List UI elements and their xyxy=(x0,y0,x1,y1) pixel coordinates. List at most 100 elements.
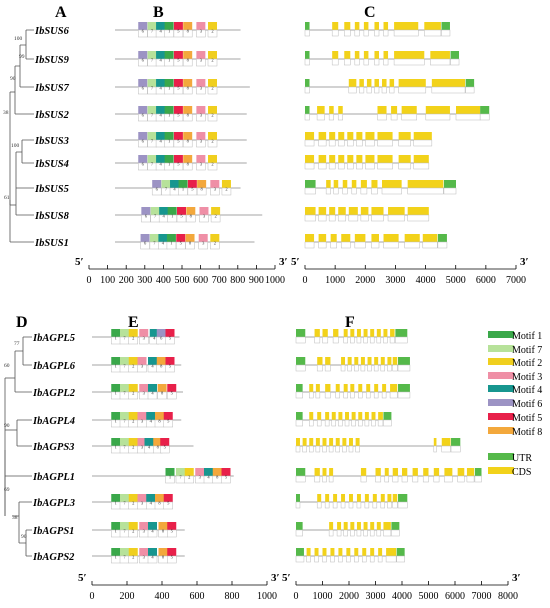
agp-motif-number: 1 xyxy=(169,475,171,480)
sus-motif-1 xyxy=(164,132,174,140)
agp-cds-exon-shadow xyxy=(383,336,388,344)
agp-cds-exon xyxy=(350,384,355,392)
sus-cds-exon xyxy=(365,132,375,140)
agp-cds-exon-shadow xyxy=(358,391,363,399)
panel-letter-e: E xyxy=(128,314,139,331)
agp-motif-number: 2 xyxy=(132,501,134,506)
sus-motif-number: 4 xyxy=(159,86,162,91)
agp-motif-number: 5 xyxy=(164,445,167,450)
agp-cds-exon-shadow xyxy=(295,445,301,453)
sus-motif-2 xyxy=(208,132,217,140)
legend-label: Motif 8 xyxy=(512,427,542,438)
agp-motif-1 xyxy=(111,522,121,530)
agp-cds-exon-shadow xyxy=(363,529,368,537)
agp-motif-number: 8 xyxy=(157,445,160,450)
sus-motif-8 xyxy=(183,132,193,140)
sus-cds-exon-shadow xyxy=(316,113,325,121)
sus-cds-exon-shadow xyxy=(401,113,417,121)
sus-motif-4 xyxy=(156,106,166,114)
sus-cds-exon-shadow xyxy=(377,162,393,170)
agp-cds-exon xyxy=(346,548,351,556)
sus-cds-exon-shadow xyxy=(371,241,380,249)
sus-motif-shadow xyxy=(196,139,206,148)
sus-motif-7 xyxy=(161,180,171,188)
agp-cds-exon xyxy=(314,548,319,556)
agp-motif-number: 7 xyxy=(123,419,126,424)
sus-motif-1 xyxy=(178,180,188,188)
agp-cds-exon-shadow xyxy=(328,445,334,453)
agp-cds-exon-shadow xyxy=(348,501,354,509)
agp-cds-exon xyxy=(358,412,363,420)
sus-tree-branch xyxy=(9,200,34,243)
agp-cds-exon xyxy=(433,468,440,476)
sus-motif-4 xyxy=(170,180,180,188)
agp-cds-exon-shadow xyxy=(314,336,321,344)
agp-cds-exon-shadow xyxy=(369,529,375,537)
agp-cds-exon-shadow xyxy=(377,555,383,563)
agp-motif-3 xyxy=(137,357,147,365)
agp-cds-exon-shadow xyxy=(392,364,398,372)
sus-cds-exon-shadow xyxy=(430,58,451,66)
sus-motif-shadow xyxy=(141,214,151,223)
sus-cds-exon-shadow xyxy=(393,58,425,66)
sus-motif-number: 2 xyxy=(211,29,213,34)
sus-gene-name: IbSUS8 xyxy=(34,211,70,222)
sus-cds-exon xyxy=(413,155,429,163)
sus-motif-1 xyxy=(164,79,174,87)
sus-cds-exon-shadow xyxy=(325,187,331,195)
agp-utr5-shadow xyxy=(295,501,301,509)
agp-cds-exon-shadow xyxy=(444,475,453,483)
agp-cds-exon-shadow xyxy=(322,555,327,563)
sus-cds-exon xyxy=(329,155,336,163)
panel-letter-a: A xyxy=(55,4,67,21)
agp-motif-4 xyxy=(149,329,159,337)
agp-motif-2 xyxy=(128,522,138,530)
agp-cds-exon xyxy=(466,468,475,476)
agp-motif-7 xyxy=(120,412,129,420)
agp-motif-number: 4 xyxy=(150,419,153,424)
sus-cds-exon-shadow xyxy=(318,162,327,170)
sus-motif-number: 6 xyxy=(144,241,147,246)
agp-motif-7 xyxy=(120,548,129,556)
sus-cds-exon-shadow xyxy=(304,214,316,222)
sus-motif-7 xyxy=(149,234,159,242)
sus-motif-number: 3 xyxy=(200,139,203,144)
sus-gene-tick-label: 0 xyxy=(303,275,308,286)
sus-motif-8 xyxy=(183,155,193,163)
sus-motif-shadow xyxy=(185,241,195,250)
agp-utr3 xyxy=(391,522,400,530)
sus-cds-exon xyxy=(424,22,441,30)
agp-motif-number: 4 xyxy=(151,529,154,534)
agp-motif-8 xyxy=(158,548,168,556)
agp-gene-structure-panel xyxy=(295,329,482,563)
sus-motif-number: 5 xyxy=(191,187,194,192)
sus-gene-structure-panel xyxy=(304,22,490,249)
sus-motif-shadow xyxy=(196,29,206,38)
agp-utr5-shadow xyxy=(295,336,306,344)
sus-motif-number: 4 xyxy=(159,113,162,118)
agp-cds-exon xyxy=(337,522,342,530)
sus-motif-4 xyxy=(156,79,166,87)
agp-motif-number: 5 xyxy=(169,336,172,341)
agp-cds-exon xyxy=(335,438,340,446)
agp-cds-exon xyxy=(335,384,340,392)
agp-motif-2 xyxy=(184,468,194,476)
sus-motif-number: 8 xyxy=(187,29,190,34)
agp-motif-number: 3 xyxy=(143,555,146,560)
agp-gene-name: IbAGPL4 xyxy=(32,416,75,427)
sus-cds-exon xyxy=(348,207,358,215)
sus-cds-exon-shadow xyxy=(331,58,339,66)
agp-motif-1 xyxy=(111,548,121,556)
agp-utr5-shadow xyxy=(295,529,303,537)
sus-cds-exon-shadow xyxy=(360,187,368,195)
sus-cds-exon xyxy=(398,79,426,87)
agp-cds-exon-shadow xyxy=(335,391,340,399)
sus-motif-shadow xyxy=(167,214,177,223)
sus-protein-tick-label: 600 xyxy=(193,275,208,286)
agp-motif-number: 1 xyxy=(115,364,117,369)
agp-motif-number: 7 xyxy=(123,391,126,396)
agp-motif-number: 2 xyxy=(132,529,134,534)
sus-motif-shadow xyxy=(164,139,174,148)
sus-cds-exon xyxy=(356,155,363,163)
